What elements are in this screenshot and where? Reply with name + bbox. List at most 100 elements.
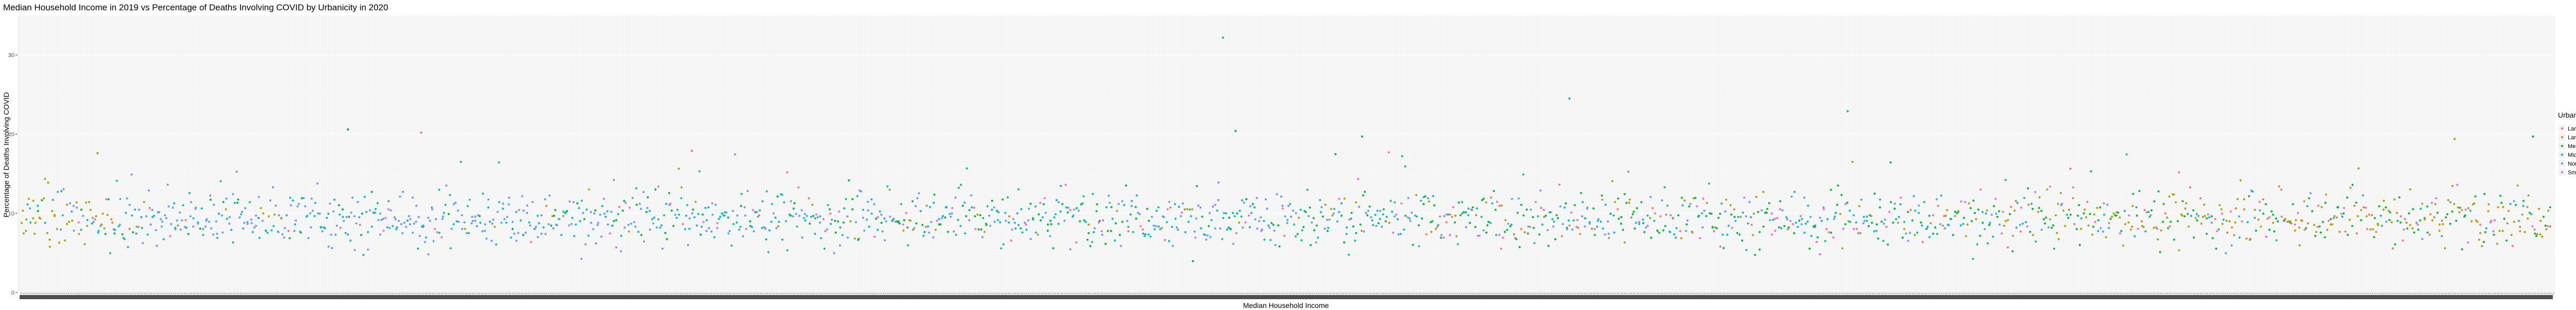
data-point [1223,211,1225,215]
data-point [816,216,819,219]
data-point [1199,206,1202,209]
data-point [471,220,474,222]
data-point [1944,215,1947,217]
data-point [1208,225,1210,227]
data-point [1979,234,1981,237]
data-point [1903,227,1906,231]
data-point [2320,206,2323,208]
data-point [1822,206,1825,209]
data-point [684,228,686,231]
data-point [2257,218,2260,221]
data-point [1556,217,1559,219]
data-point [270,229,273,232]
data-point [2343,207,2345,209]
data-point [807,197,810,200]
data-point [503,218,506,220]
data-point [1049,219,1052,222]
data-point [1379,218,1381,220]
data-point [758,209,761,211]
data-point [264,230,267,232]
data-point [2485,227,2488,230]
data-point [1575,225,1578,228]
data-point [69,202,72,205]
data-point [860,190,862,193]
data-point [1232,211,1234,214]
data-point [2168,195,2171,198]
data-point [47,182,49,184]
data-point [386,226,389,229]
data-point [1989,221,1991,224]
data-point [2467,207,2470,209]
data-point [1996,216,1999,218]
data-point [2307,222,2309,225]
data-point [48,246,51,248]
data-point [867,201,869,203]
data-point [221,214,223,217]
data-point [2438,230,2441,232]
data-point [283,236,285,239]
data-point [2130,229,2132,231]
data-point [2501,230,2504,232]
data-point [790,200,792,203]
data-point [375,208,377,210]
data-point [507,203,510,206]
data-point [135,232,138,235]
data-point [914,205,917,207]
data-point [1348,253,1350,256]
data-point [778,221,781,223]
data-point [495,243,498,246]
data-point [1057,201,1060,204]
data-point [160,225,163,228]
data-point [983,231,986,233]
data-point [2351,225,2353,227]
data-point [2045,216,2047,219]
data-point [478,215,481,217]
data-point [1350,217,1352,220]
data-point [1226,228,1228,231]
data-point [84,201,88,204]
data-point [1109,202,1111,204]
data-point [1855,221,1857,224]
data-point [2133,235,2136,238]
data-point [1401,155,1403,157]
data-point [1841,247,1844,250]
data-point [181,219,183,222]
data-point [1809,216,1812,218]
data-point [766,190,768,193]
data-point [2040,229,2043,231]
data-point [617,213,619,216]
data-point [1374,214,1377,216]
data-point [2157,238,2159,241]
data-point [2545,228,2548,231]
data-point [1515,238,1518,240]
data-point [412,232,414,234]
data-point [1057,222,1060,225]
data-point [246,221,249,223]
data-point [1882,239,1885,242]
data-point [965,215,968,218]
data-point [2527,194,2530,197]
data-point [1988,224,1991,226]
data-point [1186,208,1189,210]
data-point [258,195,260,199]
data-point [51,210,54,213]
data-point [37,204,39,207]
data-point [1121,221,1124,223]
data-point [628,230,630,233]
data-point [29,207,31,210]
data-point [2389,211,2392,214]
data-point [2027,187,2029,190]
data-point [579,220,581,222]
data-point [553,215,555,217]
data-point [343,220,345,222]
data-point [1098,220,1101,222]
data-point [2546,225,2549,227]
data-point [1317,236,1319,239]
data-point [1077,209,1080,212]
data-point [590,221,592,224]
data-point [299,231,302,234]
data-point [873,203,875,205]
data-point [470,222,473,225]
data-point [432,240,435,242]
data-point [968,209,971,211]
